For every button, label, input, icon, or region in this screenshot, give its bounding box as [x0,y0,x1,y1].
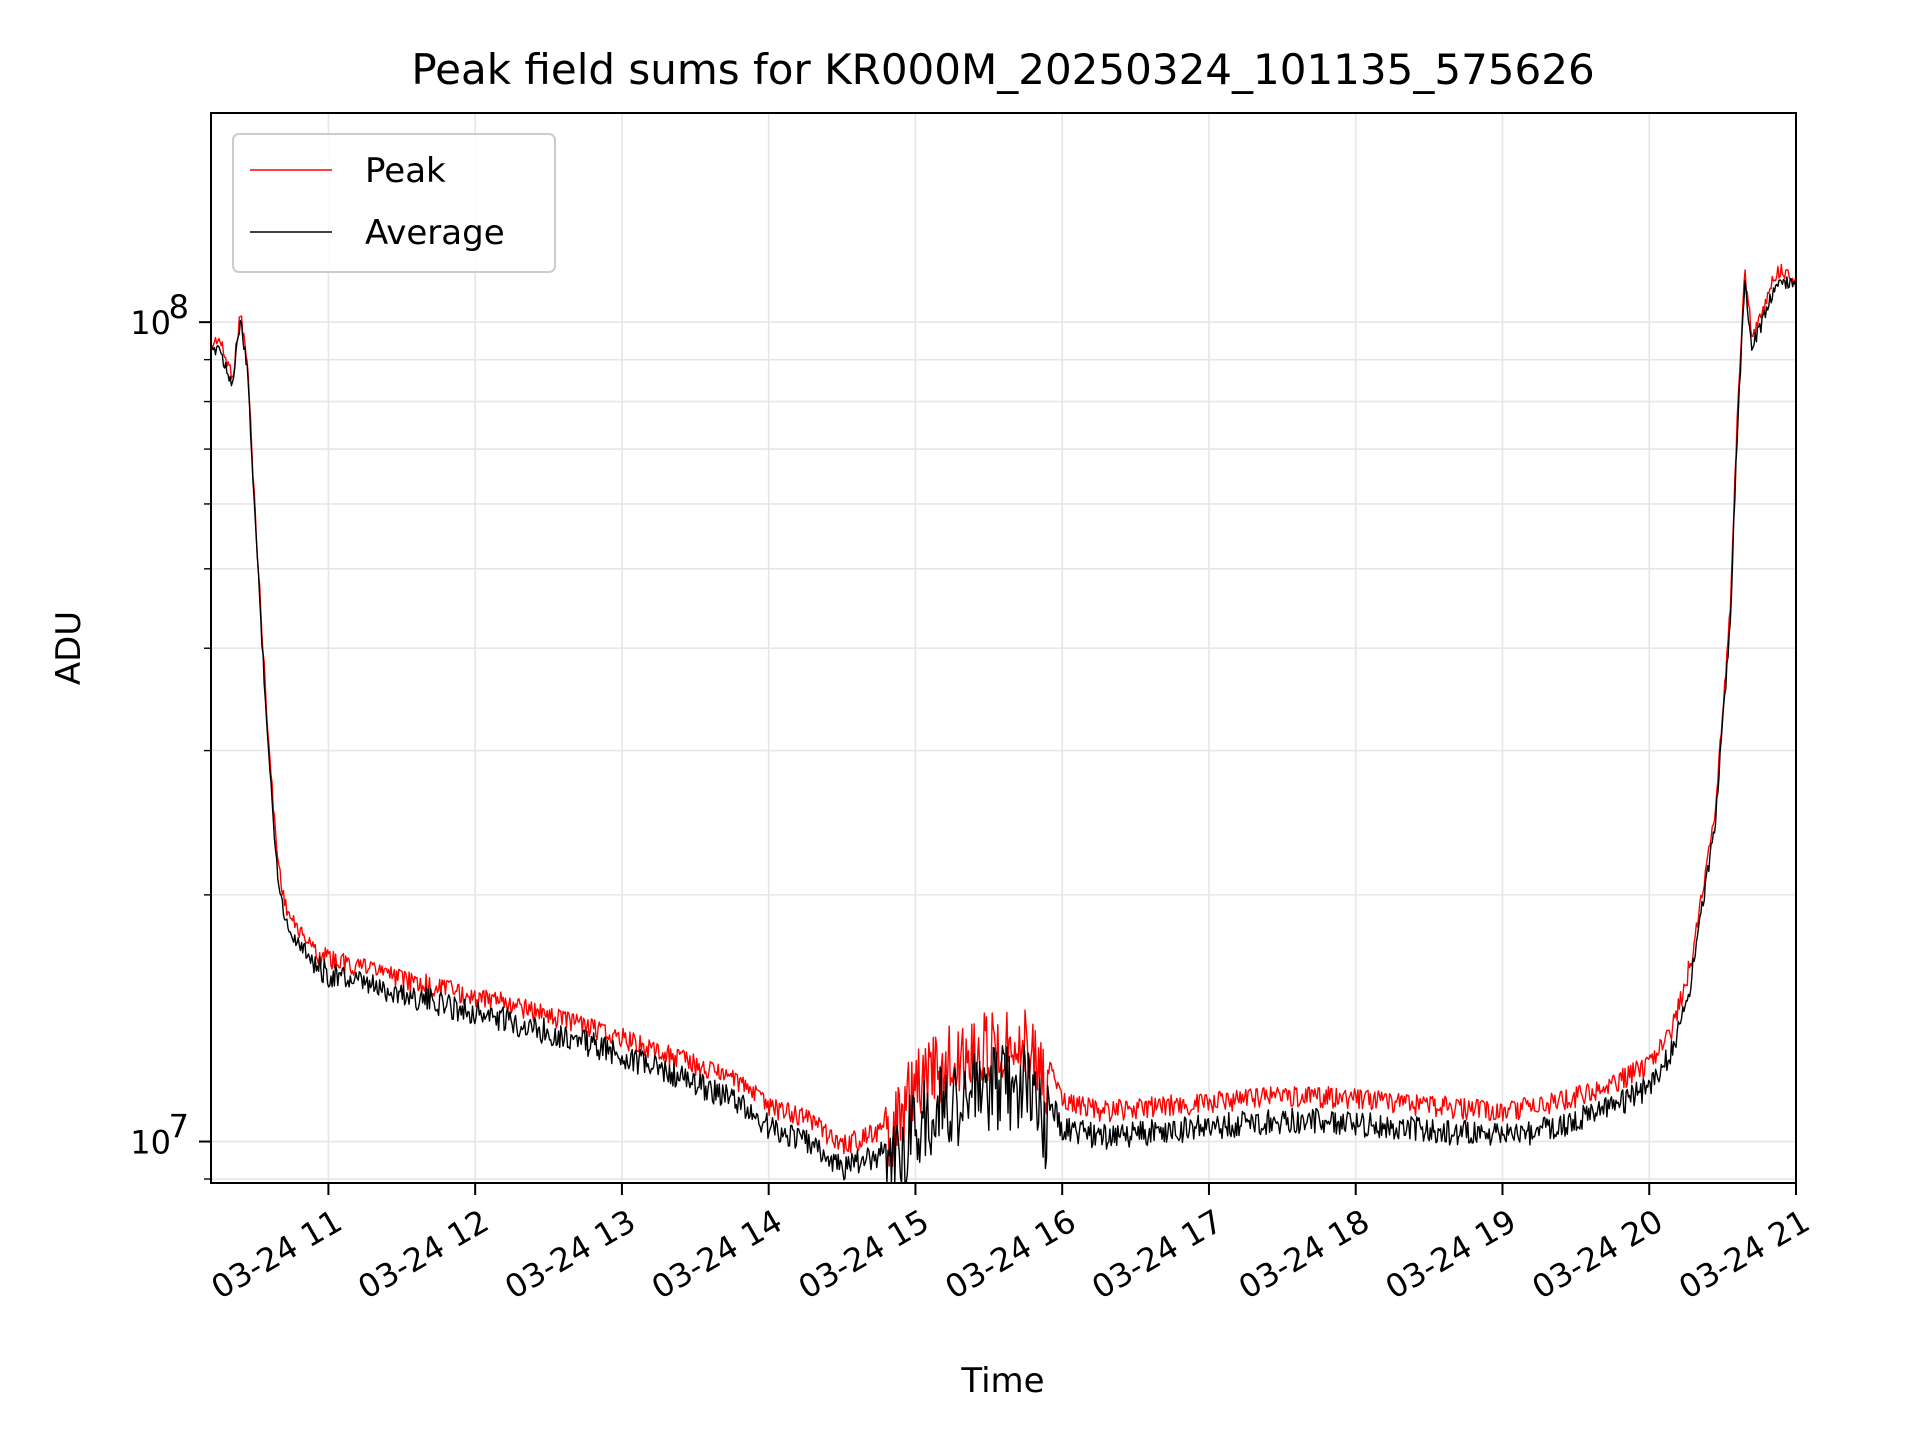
legend-label-average: Average [365,213,505,253]
series-layer [210,263,1797,1184]
y-tick-exponent: 8 [169,288,189,326]
y-tick-exponent: 7 [169,1108,189,1146]
y-axis-label: ADU [49,611,89,685]
y-tick-label: 10 [130,1124,171,1162]
y-tick-base: 10 [130,1124,171,1162]
legend-box [232,133,556,273]
series-line-average [210,276,1797,1184]
y-tick-base: 10 [130,304,171,342]
legend-label-peak: Peak [365,151,446,191]
y-tick-label: 10 [130,304,171,342]
legend: Peak Average [232,133,556,273]
x-axis-label: Time [960,1361,1044,1401]
series-line-peak [210,263,1797,1167]
chart-title: Peak field sums for KR000M_20250324_1011… [411,45,1594,94]
